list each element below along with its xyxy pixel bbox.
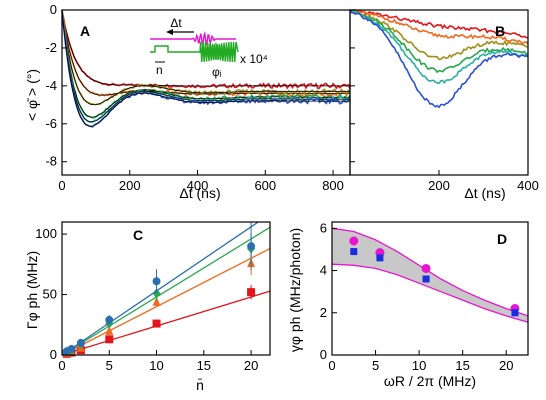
panel-c-xlabel: n̄ <box>196 377 204 393</box>
panel-a-fit-1 <box>61 9 350 96</box>
panel-c-point <box>105 335 114 344</box>
panel-a-ytick-label: 0 <box>50 2 57 17</box>
panel-a-xlabel: Δt (ns) <box>179 185 220 201</box>
panel-c: 0 5 10 15 20 0 50 100 <box>35 221 271 373</box>
panel-d-point <box>422 275 430 283</box>
panel-d-ytick-label: 2 <box>320 305 327 320</box>
panel-c-point <box>247 288 256 297</box>
panel-b-series-3 <box>349 9 529 74</box>
inset-green-pulse <box>150 41 239 63</box>
panel-a-fit-0 <box>61 9 350 87</box>
panel-c-xtick-label: 5 <box>106 358 113 373</box>
inset-arrowhead-icon <box>166 29 173 35</box>
panel-b-xtick-label: 400 <box>517 178 539 193</box>
panel-d-ytick-label: 6 <box>320 220 327 235</box>
panel-b-series-4 <box>349 9 529 85</box>
panel-d-xtick-label: 0 <box>328 358 335 373</box>
inset-scale-label: x 10⁴ <box>240 52 268 66</box>
panel-a-fit-5 <box>61 9 350 127</box>
panel-d-ytick-label: 0 <box>320 347 327 362</box>
panel-b: 200 400 <box>349 8 539 193</box>
panel-c-point <box>152 277 161 286</box>
panel-c-frame <box>61 221 271 356</box>
panel-a-series-0 <box>61 10 351 90</box>
panel-a-xtick-label: 400 <box>187 178 209 193</box>
panel-c-point <box>105 315 114 324</box>
panel-c-xtick-label: 15 <box>197 358 211 373</box>
panel-a-fit-4 <box>61 9 350 123</box>
panel-a-series-5 <box>61 10 351 128</box>
panel-a-fit-2 <box>61 9 350 105</box>
panel-a-series-4 <box>61 10 351 123</box>
panel-c-fit-0 <box>61 290 271 356</box>
panel-d-point <box>376 254 384 262</box>
panel-c-point <box>152 296 161 306</box>
panel-c-point <box>105 325 114 335</box>
inset-nbar-label: n <box>156 63 163 77</box>
panel-a-ytick-label: -8 <box>45 154 57 169</box>
panel-c-xtick-label: 20 <box>244 358 258 373</box>
inset-phi-label: φᵢ <box>212 65 222 79</box>
inset-pink-pulse <box>150 30 236 48</box>
panel-b-series-0 <box>350 9 529 39</box>
panel-c-ytick-label: 50 <box>43 287 57 302</box>
panel-d: 0 5 10 15 20 0 2 4 6 <box>320 220 529 373</box>
panel-a-ylabel: < φ̄ > (°) <box>24 69 40 121</box>
panel-d-xtick-label: 10 <box>412 358 426 373</box>
panel-label-b: B <box>495 23 505 39</box>
panel-d-xtick-label: 5 <box>372 358 379 373</box>
inset-dt-label: Δt <box>170 16 182 30</box>
panel-c-ylabel: Γφ ph (MHz) <box>24 251 40 329</box>
panel-c-xtick-label: 0 <box>58 358 65 373</box>
panel-a-ytick-label: -2 <box>45 40 57 55</box>
panel-c-fit-2 <box>61 226 271 356</box>
pulse-inset: Δt x 10⁴ n φᵢ <box>150 16 268 79</box>
panel-label-c: C <box>133 227 143 243</box>
panel-c-fit-1 <box>61 248 271 356</box>
panel-d-xtick-label: 15 <box>455 358 469 373</box>
panel-b-xtick-label: 200 <box>428 178 450 193</box>
panel-c-point <box>152 319 161 328</box>
panel-a-xtick-label: 200 <box>119 178 141 193</box>
panel-c-ytick-label: 100 <box>35 226 57 241</box>
panel-a: 0 200 400 600 800 0 -2 -4 -6 -8 <box>45 2 351 193</box>
panel-c-fit-3 <box>61 221 259 356</box>
panel-a-ytick-label: -4 <box>45 78 57 93</box>
panel-d-xtick-label: 20 <box>499 358 513 373</box>
panel-d-ylabel: γφ ph (MHz/photon) <box>287 228 303 352</box>
panel-c-point <box>76 338 85 347</box>
panel-c-ytick-label: 0 <box>50 347 57 362</box>
panel-c-point <box>247 242 256 251</box>
panel-d-band-lower <box>331 263 529 323</box>
panel-a-xtick-label: 0 <box>58 178 65 193</box>
panel-d-frame <box>331 221 529 356</box>
panel-b-series-5 <box>349 9 529 109</box>
panel-d-band-upper <box>331 227 529 317</box>
panel-d-xlabel: ωR / 2π (MHz) <box>384 373 476 389</box>
panel-c-point <box>67 344 76 353</box>
panel-label-a: A <box>80 23 90 39</box>
panel-b-xlabel: Δt (ns) <box>464 185 505 201</box>
panel-c-xtick-label: 10 <box>149 358 163 373</box>
panel-d-point <box>511 309 519 317</box>
panel-a-xtick-label: 800 <box>322 178 344 193</box>
panel-d-point <box>350 248 358 256</box>
panel-b-series-2 <box>349 8 529 61</box>
panel-b-series-1 <box>349 9 529 45</box>
panel-label-d: D <box>497 231 507 247</box>
panel-d-point <box>349 236 359 246</box>
panel-a-xtick-label: 600 <box>254 178 276 193</box>
panel-d-point <box>421 263 431 273</box>
panel-d-ytick-label: 4 <box>320 263 327 278</box>
panel-a-ytick-label: -6 <box>45 116 57 131</box>
